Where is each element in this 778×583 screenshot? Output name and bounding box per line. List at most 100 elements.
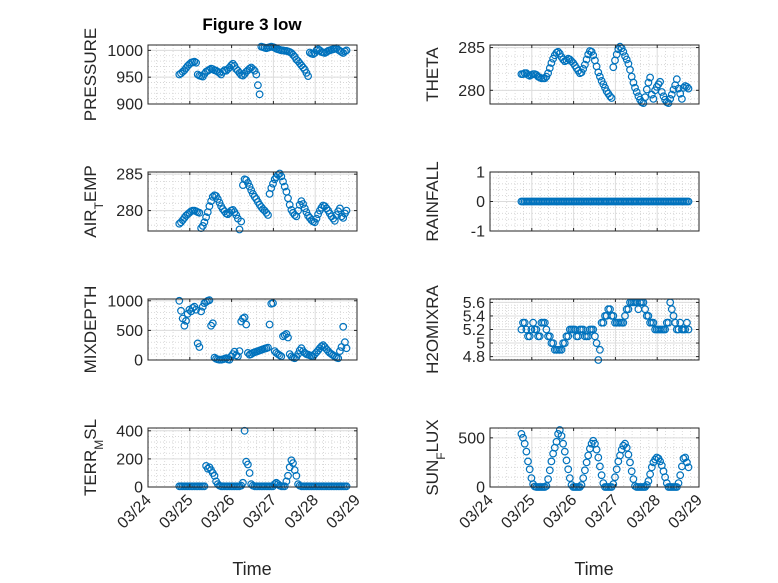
y-tick-label: 400: [116, 423, 143, 440]
y-tick-label: 500: [116, 323, 143, 340]
data-point: [280, 182, 289, 191]
data-point: [245, 182, 254, 191]
data-point: [545, 64, 554, 72]
data-point: [545, 466, 554, 475]
data-point: [644, 477, 653, 486]
y-axis-label: MIXDEPTH: [81, 286, 100, 374]
data-point: [679, 83, 688, 92]
data-point: [617, 445, 626, 454]
x-tick-label: 03/27: [582, 492, 622, 532]
data-point: [517, 430, 526, 438]
data-point: [248, 65, 257, 73]
data-point: [592, 339, 601, 348]
data-point: [547, 59, 556, 67]
subplot-8: 0 500 SUNFLUX 03/24 03/25 03/26 03/27 03/28 03/2…: [423, 419, 706, 532]
data-point: [227, 61, 236, 70]
data-point: [332, 211, 341, 219]
y-axis-label: AIRTEMP: [81, 165, 106, 238]
subplot-4: -1 0 1 RAINFALL: [423, 161, 700, 242]
data-point: [235, 225, 244, 234]
data-point: [200, 218, 209, 227]
data-point: [304, 72, 313, 80]
data-point: [657, 88, 666, 96]
data-point: [684, 325, 693, 334]
data-point: [647, 463, 656, 472]
data-point: [192, 58, 201, 67]
x-axis-label-right: Time: [574, 559, 613, 579]
x-tick-label: 03/27: [240, 492, 280, 532]
data-point: [612, 465, 621, 474]
data-point: [606, 92, 614, 101]
y-axis-label-subscript: M: [92, 440, 106, 450]
data-point: [644, 78, 653, 87]
data-point: [213, 195, 222, 203]
data-point: [336, 347, 344, 356]
data-point: [279, 177, 287, 186]
data-point: [594, 453, 603, 462]
data-point: [265, 320, 274, 329]
data-point: [629, 475, 638, 484]
axes-box: [489, 44, 700, 105]
x-tick-label: 03/25: [156, 492, 196, 532]
data-point: [542, 482, 551, 490]
data-point: [243, 460, 252, 469]
data-point: [684, 463, 693, 472]
data-point: [666, 94, 675, 103]
data-point: [565, 474, 574, 483]
data-point: [676, 89, 685, 98]
data-point: [235, 347, 244, 356]
y-tick-label: 280: [458, 83, 485, 100]
data-point: [641, 93, 649, 102]
data-point: [520, 439, 529, 448]
data-point: [619, 47, 628, 56]
data-point: [302, 208, 311, 217]
x-tick-label: 03/26: [540, 492, 580, 532]
y-axis-label-subscript: F: [434, 452, 448, 459]
data-point: [312, 214, 321, 223]
y-axis-label-part: SUN: [423, 460, 442, 496]
data-point: [192, 305, 201, 314]
data-point: [683, 458, 691, 467]
data-point: [581, 60, 589, 69]
data-point: [310, 218, 319, 227]
data-point: [195, 343, 204, 351]
data-point: [681, 453, 690, 462]
data-point: [252, 70, 261, 79]
axes-box: [489, 427, 700, 488]
y-tick-label: 900: [116, 97, 143, 114]
y-tick-label: -1: [471, 224, 485, 241]
data-point: [669, 85, 678, 94]
data-point: [210, 471, 219, 480]
y-tick-label: 0: [134, 480, 143, 497]
y-tick-label: 0: [476, 194, 485, 211]
data-point: [198, 221, 207, 230]
y-tick-label: 1000: [107, 43, 143, 60]
axes-box: [147, 427, 358, 488]
data-point: [624, 450, 633, 459]
data-point: [631, 83, 639, 92]
data-point: [177, 306, 185, 315]
data-point: [341, 47, 349, 56]
data-point: [285, 200, 294, 209]
x-tick-label: 03/24: [114, 492, 154, 532]
data-point: [596, 345, 604, 354]
data-point: [255, 90, 264, 99]
data-point: [284, 471, 292, 480]
y-tick-label: 4.8: [463, 349, 485, 366]
data-point: [245, 64, 254, 73]
data-point: [245, 469, 254, 477]
data-point: [562, 456, 571, 465]
y-axis-label-subscript: T: [92, 201, 106, 209]
data-point: [284, 333, 292, 342]
data-point: [240, 313, 249, 322]
x-tick-label: 03/28: [624, 492, 664, 532]
data-point: [175, 296, 184, 305]
plot-area: [148, 428, 357, 487]
data-point: [342, 344, 351, 353]
data-point: [314, 210, 323, 219]
data-point: [299, 200, 308, 208]
subplot-5: 0 500 1000 MIXDEPTH: [81, 286, 358, 374]
data-point: [282, 477, 291, 486]
data-point: [339, 322, 348, 331]
